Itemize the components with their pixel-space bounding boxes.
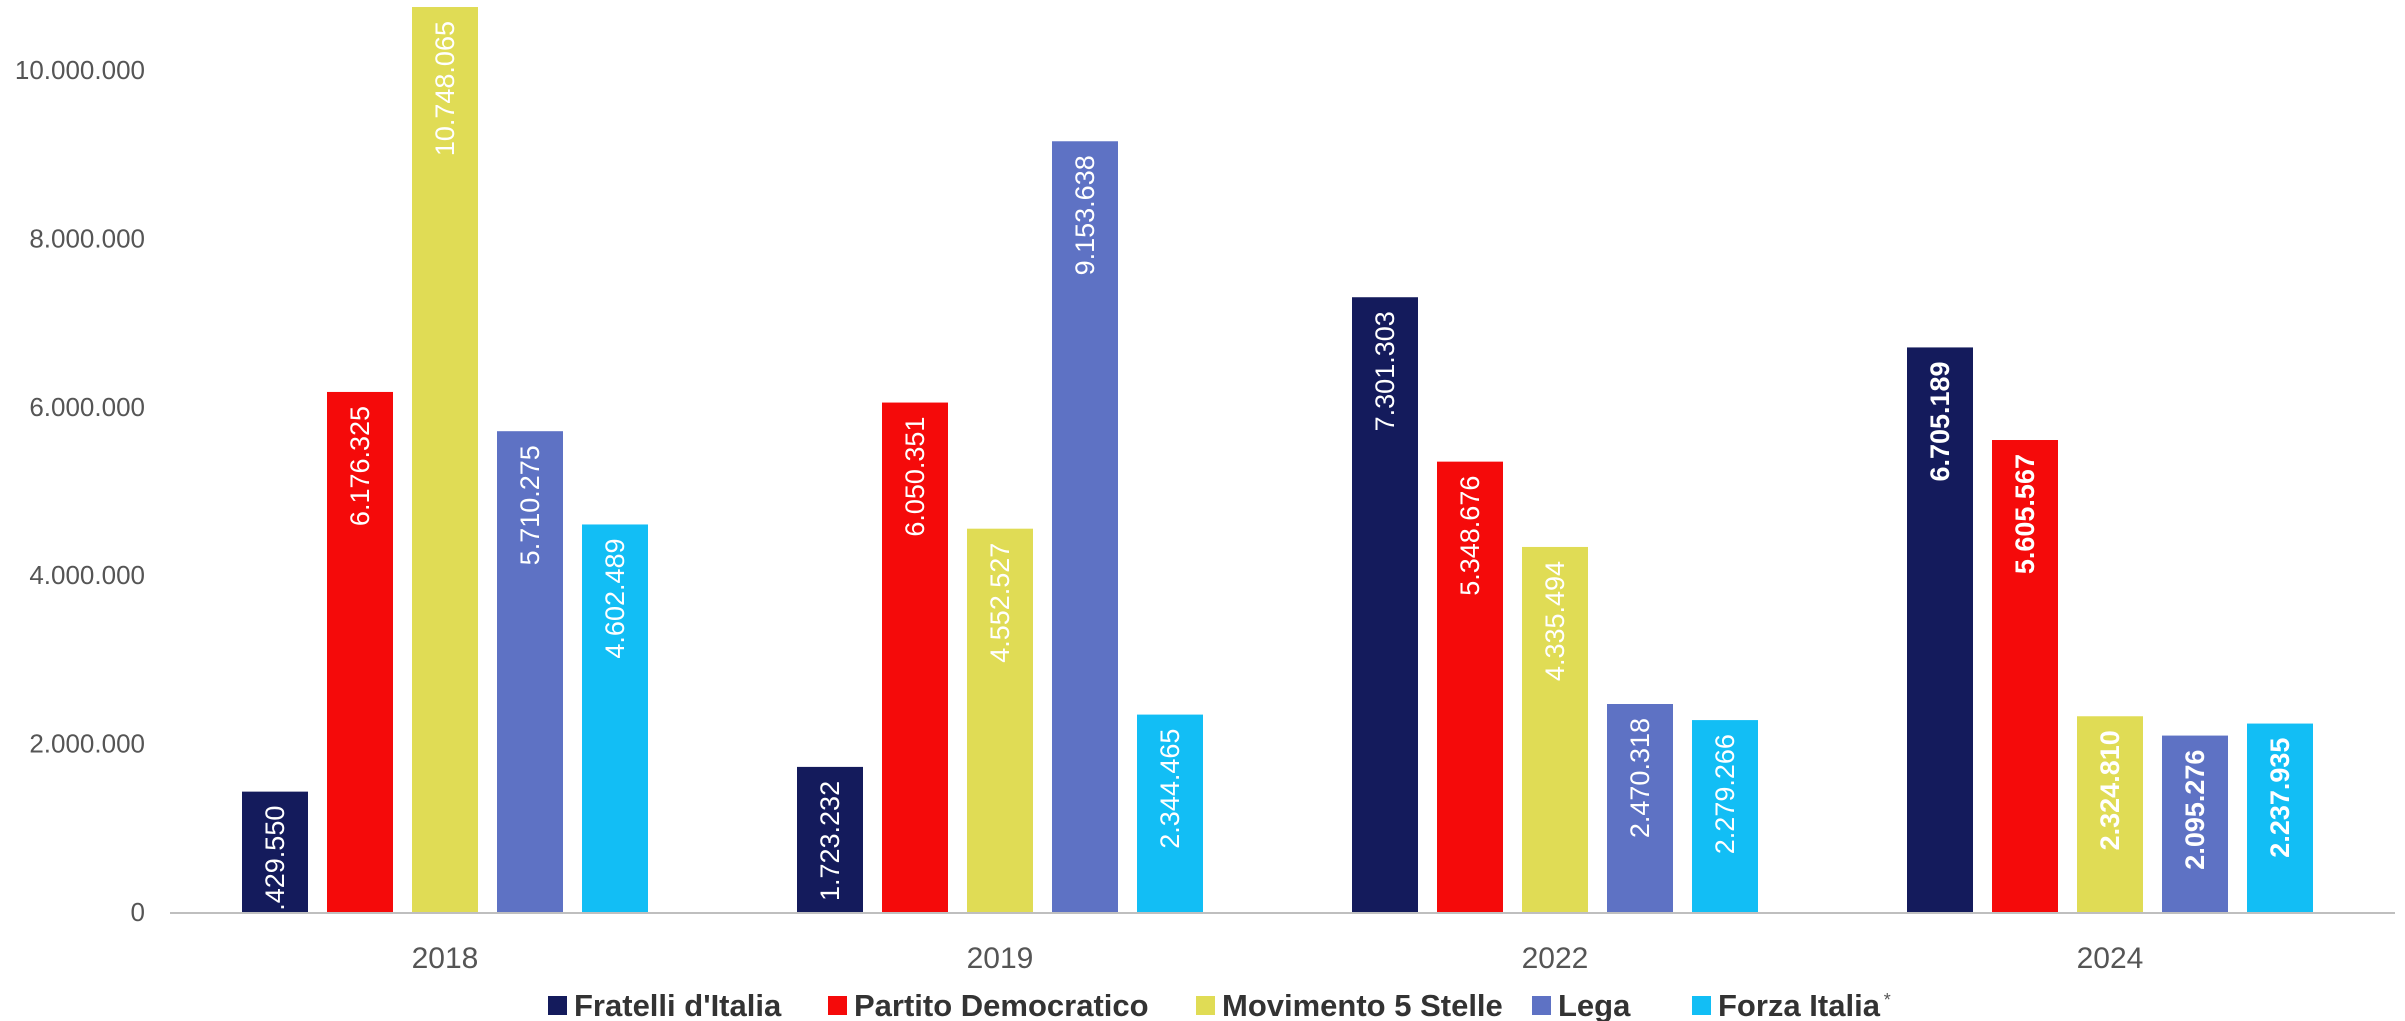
bar-value-label: 5.710.275 <box>515 445 545 565</box>
y-tick-label: 4.000.000 <box>29 560 145 590</box>
bar <box>882 402 948 912</box>
bar <box>1052 141 1118 913</box>
bar-value-label: 2.470.318 <box>1625 718 1655 838</box>
legend-swatch <box>1196 996 1215 1015</box>
bar-value-label: 7.301.303 <box>1370 311 1400 431</box>
y-axis-ticks: 0 2.000.000 4.000.000 6.000.000 8.000.000 10.… <box>15 55 145 927</box>
legend-footnote-mark: * <box>1884 990 1891 1010</box>
bar <box>2247 723 2313 912</box>
legend-label: Forza Italia <box>1718 988 1881 1021</box>
bar-value-label: 2.279.266 <box>1710 734 1740 854</box>
bar-value-label: 10.748.065 <box>430 21 460 156</box>
bar <box>967 528 1033 912</box>
legend-swatch <box>828 996 847 1015</box>
bar <box>2077 716 2143 912</box>
legend-swatch <box>1692 996 1711 1015</box>
bar <box>1992 440 2058 912</box>
legend-label: Partito Democratico <box>854 988 1149 1021</box>
bar-value-label: 6.176.325 <box>345 406 375 526</box>
x-tick-label: 2022 <box>1522 942 1589 975</box>
y-tick-label: 2.000.000 <box>29 729 145 759</box>
x-tick-label: 2018 <box>412 942 479 975</box>
x-tick-label: 2019 <box>967 942 1034 975</box>
y-tick-label: 10.000.000 <box>15 55 145 85</box>
bar <box>1352 297 1418 912</box>
bar-value-label: 2.237.935 <box>2265 738 2295 858</box>
bar <box>1137 714 1203 912</box>
bar-value-label: 2.344.465 <box>1155 729 1185 849</box>
legend: Fratelli d'Italia Partito Democratico Movi… <box>548 988 1891 1021</box>
bar <box>412 7 478 912</box>
y-tick-label: 0 <box>131 897 145 927</box>
bar <box>797 766 863 912</box>
legend-label: Movimento 5 Stelle <box>1222 988 1503 1021</box>
legend-swatch <box>548 996 567 1015</box>
bar <box>327 391 393 912</box>
bars <box>242 7 2313 913</box>
bar-value-label: 6.050.351 <box>900 417 930 537</box>
bar <box>242 791 308 912</box>
bar-value-label: 6.705.189 <box>1925 361 1955 481</box>
bar <box>1522 546 1588 912</box>
legend-label: Lega <box>1558 988 1631 1021</box>
legend-swatch <box>1532 996 1551 1015</box>
bar <box>1607 703 1673 912</box>
bar-value-label: 1.429.550 <box>260 806 290 926</box>
bar-value-label: 1.723.232 <box>815 781 845 901</box>
bar-value-label: 5.605.567 <box>2010 454 2040 574</box>
bar-value-label: 5.348.676 <box>1455 476 1485 596</box>
bar-value-label: 4.552.527 <box>985 543 1015 663</box>
y-tick-label: 6.000.000 <box>29 392 145 422</box>
bar-value-label: 4.602.489 <box>600 538 630 658</box>
bar <box>582 524 648 912</box>
bar-value-label: 4.335.494 <box>1540 561 1570 681</box>
x-axis-category-labels: 2018 2019 2022 2024 <box>412 942 2144 975</box>
bar <box>1437 461 1503 912</box>
bar-value-label: 2.324.810 <box>2095 730 2125 850</box>
legend-label: Fratelli d'Italia <box>574 988 782 1021</box>
x-tick-label: 2024 <box>2077 942 2144 975</box>
bar-value-labels: 1.429.550 6.176.325 10.748.065 5.710.275 4.6… <box>260 21 2295 926</box>
bar <box>497 431 563 912</box>
bar-value-label: 9.153.638 <box>1070 155 1100 275</box>
bar <box>1907 347 1973 912</box>
bar <box>1692 720 1758 912</box>
bar <box>2162 735 2228 912</box>
y-tick-label: 8.000.000 <box>29 223 145 253</box>
bar-value-label: 2.095.276 <box>2180 750 2210 870</box>
